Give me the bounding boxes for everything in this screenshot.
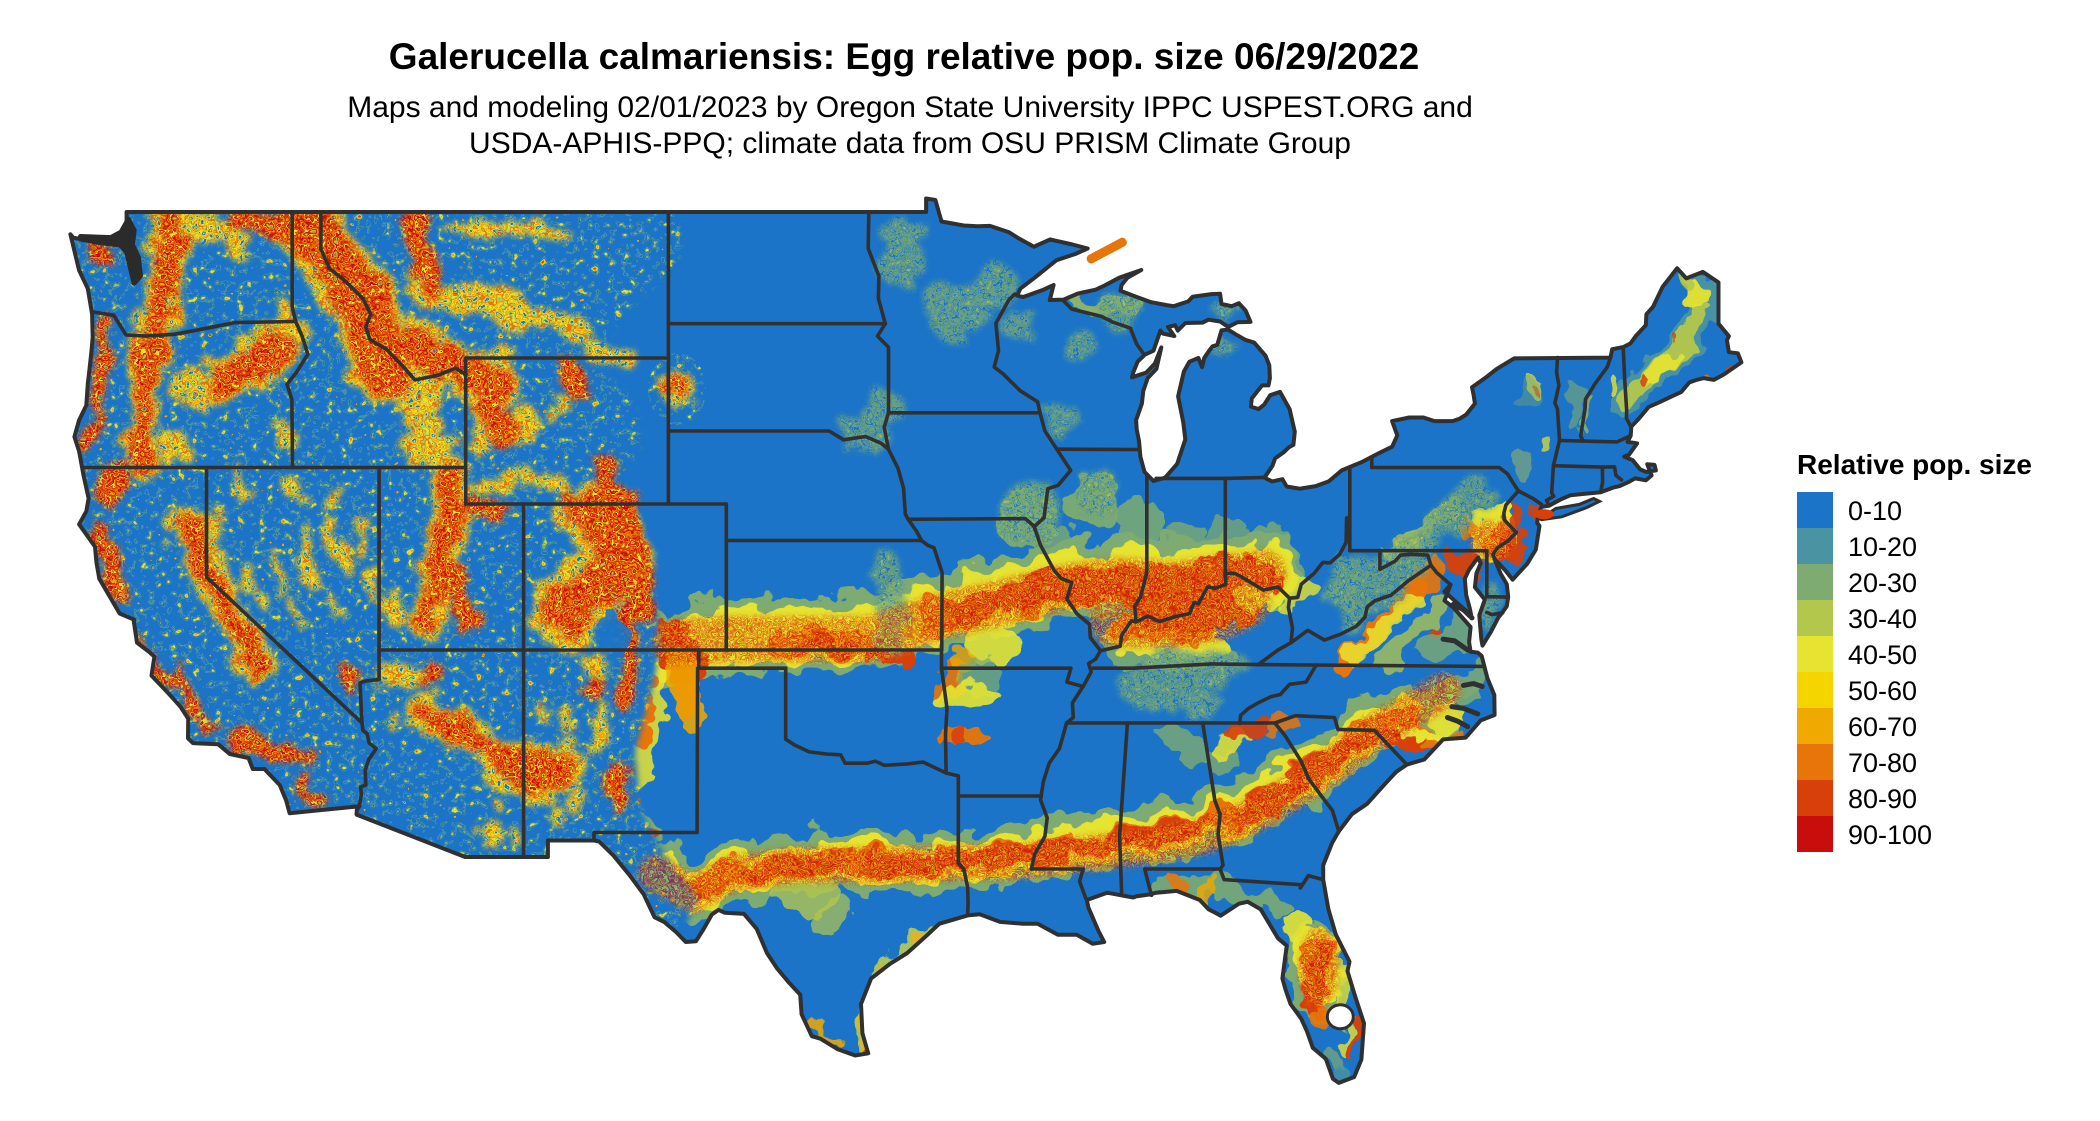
svg-text:90-100: 90-100 xyxy=(1848,820,1932,850)
svg-text:60-70: 60-70 xyxy=(1848,712,1917,742)
svg-text:40-50: 40-50 xyxy=(1848,640,1917,670)
svg-text:USDA-APHIS-PPQ; climate data f: USDA-APHIS-PPQ; climate data from OSU PR… xyxy=(469,127,1351,160)
svg-text:10-20: 10-20 xyxy=(1848,532,1917,562)
svg-text:20-30: 20-30 xyxy=(1848,568,1917,598)
svg-text:50-60: 50-60 xyxy=(1848,676,1917,706)
svg-text:Maps and modeling 02/01/2023 b: Maps and modeling 02/01/2023 by Oregon S… xyxy=(347,91,1473,124)
svg-text:30-40: 30-40 xyxy=(1848,604,1917,634)
svg-text:Galerucella calmariensis: Egg: Galerucella calmariensis: Egg relative p… xyxy=(389,36,1419,77)
svg-text:Relative pop. size: Relative pop. size xyxy=(1797,449,2032,480)
svg-text:80-90: 80-90 xyxy=(1848,784,1917,814)
svg-text:70-80: 70-80 xyxy=(1848,748,1917,778)
svg-text:0-10: 0-10 xyxy=(1848,496,1902,526)
